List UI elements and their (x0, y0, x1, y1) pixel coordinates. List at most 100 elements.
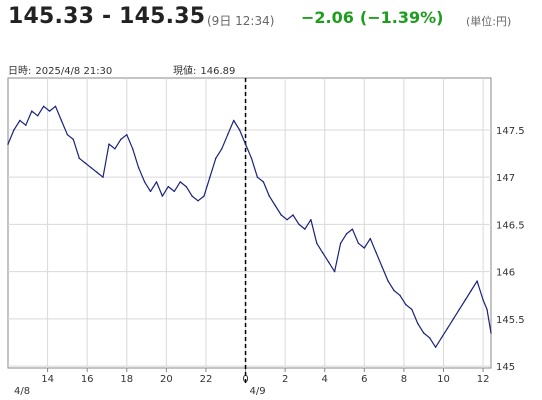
data-point (143, 181, 146, 183)
data-point (322, 252, 324, 254)
y-tick-label: 146.5 (496, 220, 525, 231)
unit-note: (単位:円) (466, 15, 512, 28)
data-point (357, 242, 360, 245)
x-tick-label: 2 (282, 374, 288, 385)
data-point (440, 337, 443, 339)
data-point (381, 266, 383, 268)
data-point (280, 214, 282, 216)
data-point (155, 181, 158, 183)
data-point (387, 280, 389, 282)
data-point (482, 299, 484, 301)
data-point (351, 228, 354, 230)
x-tick-label: 16 (81, 374, 94, 385)
x-tick-label: 14 (41, 374, 54, 385)
data-point (48, 110, 51, 112)
data-point (256, 176, 259, 178)
data-point (114, 148, 116, 150)
data-point (316, 242, 318, 245)
data-point (108, 143, 110, 145)
data-point (476, 280, 478, 282)
data-point (167, 185, 170, 188)
data-point (393, 289, 395, 292)
data-point (31, 110, 33, 112)
data-point (227, 133, 229, 136)
data-point (7, 143, 9, 145)
price-label: 現値: (173, 66, 197, 77)
data-point (126, 133, 128, 136)
data-point (310, 218, 312, 221)
data-point (238, 129, 241, 131)
data-point (244, 143, 247, 145)
data-point (54, 105, 57, 108)
y-tick-label: 145.5 (496, 315, 525, 326)
x-tick-label: 6 (361, 374, 367, 385)
data-point (78, 157, 80, 159)
data-point (268, 195, 270, 197)
data-point (137, 167, 140, 169)
y-tick-label: 145 (496, 362, 515, 373)
y-tick-label: 147 (496, 173, 515, 184)
data-point (434, 346, 437, 348)
data-point (185, 185, 187, 188)
data-point (215, 157, 217, 159)
price-readout: 現値: 146.89 (173, 62, 235, 77)
price-change: −2.06 (−1.39%) (301, 8, 443, 27)
change-value: −2.06 (301, 8, 354, 27)
data-point (221, 148, 223, 150)
data-point (203, 195, 205, 197)
data-point (464, 299, 466, 301)
data-point (490, 332, 492, 334)
datetime-readout: 日時: 2025/4/8 21:30 (8, 62, 112, 77)
data-point (36, 115, 39, 117)
data-point (132, 148, 134, 150)
x-tick-label: 20 (160, 374, 173, 385)
data-point (470, 289, 472, 292)
bid-ask-price: 145.33 - 145.35 (8, 4, 206, 29)
datetime-value: 2025/4/8 21:30 (35, 66, 113, 77)
data-point (173, 190, 175, 193)
price-value: 146.89 (200, 66, 236, 77)
date-label: 4/8 (14, 386, 30, 397)
data-point (262, 181, 265, 183)
quote-time: (9日 12:34) (207, 14, 275, 28)
change-percent: (−1.39%) (359, 8, 444, 27)
x-tick-label: 4 (322, 374, 328, 385)
data-point (209, 176, 211, 178)
data-point (25, 124, 27, 126)
x-tick-label: 10 (437, 374, 450, 385)
data-point (486, 308, 488, 311)
data-point (369, 237, 371, 240)
data-point (149, 190, 152, 193)
data-point (232, 119, 235, 122)
x-tick-label: 18 (120, 374, 133, 385)
data-point (422, 332, 425, 334)
data-point (411, 308, 413, 311)
data-point (333, 270, 336, 273)
data-point (428, 337, 431, 339)
data-point (102, 176, 104, 178)
data-point (274, 204, 276, 207)
date-label: 4/9 (250, 386, 266, 397)
data-point (42, 105, 45, 108)
data-point (446, 327, 449, 330)
data-point (161, 195, 164, 197)
data-point (405, 304, 407, 306)
data-point (66, 133, 69, 136)
data-point (417, 322, 419, 325)
data-point (399, 294, 401, 296)
x-tick-label: 8 (401, 374, 407, 385)
data-point (250, 157, 253, 159)
data-point (13, 129, 15, 131)
y-tick-label: 147.5 (496, 126, 525, 137)
data-point (19, 119, 21, 122)
data-point (339, 242, 342, 245)
data-point (452, 318, 455, 320)
data-point (197, 200, 199, 202)
data-point (292, 214, 294, 216)
data-point (327, 261, 330, 263)
data-point (120, 138, 122, 141)
quote-header: 145.33 - 145.35 (9日 12:34) −2.06 (−1.39%)… (8, 4, 538, 34)
data-point (286, 218, 288, 221)
data-point (90, 167, 92, 169)
